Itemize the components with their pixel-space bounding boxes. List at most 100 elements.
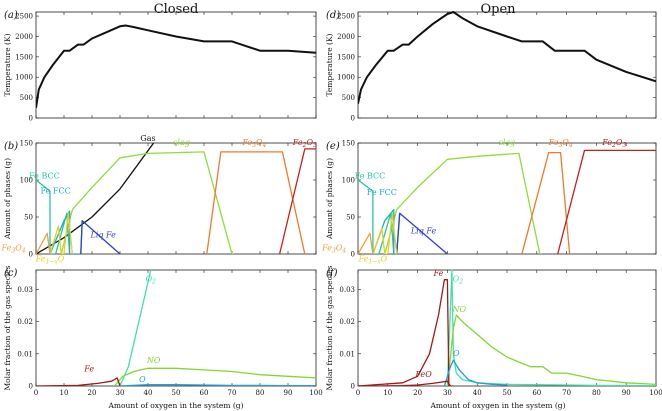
panel-a: 0 500 1000 1500 2000 2500 Temperature (K) (a) xyxy=(3,10,317,123)
annotation-slag: slag xyxy=(173,138,190,147)
series-line-fe1-xo xyxy=(49,212,74,254)
panel-letter: (b) xyxy=(4,141,18,152)
col-title-open: Open xyxy=(480,2,516,17)
y-tick-label: 0 xyxy=(29,115,33,123)
title-closed: Closed xyxy=(154,2,199,17)
y-tick-label: 0.01 xyxy=(339,350,355,358)
series-group xyxy=(36,269,316,386)
y-tick-label: 1000 xyxy=(15,74,33,82)
series-line-o2 xyxy=(119,269,152,386)
series-line-feo xyxy=(358,380,451,386)
x-tick-label: 90 xyxy=(622,389,631,397)
annotation-feo: FeO xyxy=(414,370,432,379)
y-tick-label: 0 xyxy=(351,383,355,391)
panel-c: 0 10 20 30 40 50 60 70 80 90 100 0 0.01 0.02 0.03 Molar… xyxy=(3,265,323,397)
y-tick-label: 1500 xyxy=(337,53,355,61)
panel-b: 0 50 100 150 Amount of phases (g) (b) Gas slag F… xyxy=(1,134,317,266)
annotation-fe3o4: Fe3O4 xyxy=(241,138,266,149)
y-tick-label: 1000 xyxy=(337,74,355,82)
annotation-fe3o4: Fe3O4 xyxy=(321,243,346,254)
annotation-fe-fcc: Fe FCC xyxy=(367,188,397,197)
x-tick-label: 0 xyxy=(34,389,38,397)
y-tick-label: 100 xyxy=(342,177,355,185)
annotation-no: NO xyxy=(452,305,467,314)
x-axis-label-closed: Amount of oxygen in the system (g) xyxy=(107,401,243,410)
series-line-o xyxy=(119,384,316,386)
annotation-fe: Fe xyxy=(83,365,94,374)
series-line-fe3o4 xyxy=(206,151,306,254)
series-line-fe xyxy=(36,377,126,386)
y-tick-label: 0.03 xyxy=(339,286,355,294)
x-tick-label: 90 xyxy=(284,389,293,397)
series-line-fe1-xo xyxy=(372,212,398,254)
annotation-fe-bcc: Fe BCC xyxy=(355,172,386,181)
y-axis-label: Amount of phases (g) xyxy=(325,158,334,240)
y-tick-label: 2500 xyxy=(15,13,33,21)
annotation-fe1-xo: Fe1−xO xyxy=(358,254,388,265)
annotation-o: O xyxy=(139,375,146,384)
x-tick-label: 10 xyxy=(383,389,392,397)
y-tick-label: 0 xyxy=(29,383,33,391)
series-group xyxy=(358,149,656,254)
y-axis-label: Amount of phases (g) xyxy=(3,158,12,240)
series-line-o2 xyxy=(446,269,656,386)
panel-e: 0 50 100 150 Amount of phases (g) (e) slag Fe3O… xyxy=(321,138,657,265)
y-tick-label: 150 xyxy=(342,140,355,148)
y-tick-label: 0.01 xyxy=(17,350,33,358)
x-tick-label: 50 xyxy=(172,389,181,397)
y-tick-label: 0 xyxy=(351,251,355,259)
panel-letter: (e) xyxy=(326,141,340,152)
y-tick-label: 1500 xyxy=(15,53,33,61)
series-line-slag xyxy=(60,151,234,254)
x-tick-label: 20 xyxy=(413,389,422,397)
y-tick-label: 0.02 xyxy=(17,318,33,326)
axes-frame xyxy=(35,142,317,255)
series-line-fe2o3 xyxy=(557,149,656,254)
y-tick-label: 0 xyxy=(351,115,355,123)
series-line-liq-fe xyxy=(396,212,448,254)
x-tick-label: 50 xyxy=(503,389,512,397)
annotation-fe3o4: Fe3O4 xyxy=(548,138,573,149)
annotation-fe1-xo: Fe1−xO xyxy=(35,254,65,265)
axes-frame xyxy=(357,142,657,255)
series-line-fe3o4-low xyxy=(358,232,374,254)
annotation-o2: O2 xyxy=(453,274,464,285)
x-tick-label: 100 xyxy=(649,389,662,397)
annotation-fe3o4: Fe3O4 xyxy=(1,243,26,254)
x-tick-label: 20 xyxy=(88,389,97,397)
axes-frame xyxy=(357,269,657,387)
y-tick-label: 50 xyxy=(24,214,33,222)
x-tick-label: 70 xyxy=(228,389,237,397)
y-tick-label: 150 xyxy=(20,140,33,148)
panel-letter: (f) xyxy=(326,268,338,279)
x-tick-label: 80 xyxy=(592,389,601,397)
col-title-closed: Closed xyxy=(154,2,199,17)
series-group xyxy=(358,11,656,104)
x-tick-label: 60 xyxy=(532,389,541,397)
panel-letter: (d) xyxy=(326,10,340,21)
series-line-temperature xyxy=(36,24,316,108)
y-axis-label: Temperature (K) xyxy=(325,33,334,96)
x-tick-label: 40 xyxy=(473,389,482,397)
annotation-slag: slag xyxy=(499,138,516,147)
series-line-o xyxy=(443,359,508,386)
panel-letter: (c) xyxy=(4,268,18,279)
axes-frame xyxy=(35,11,317,119)
series-line-liq-fe xyxy=(80,220,121,254)
series-line-fe2o3 xyxy=(278,148,316,254)
y-axis-label: Temperature (K) xyxy=(3,33,12,96)
x-tick-label: 0 xyxy=(356,389,360,397)
y-tick-label: 0.03 xyxy=(17,286,33,294)
series-line-no xyxy=(446,314,656,386)
x-tick-label: 60 xyxy=(200,389,209,397)
x-tick-label: 40 xyxy=(144,389,153,397)
series-line-no xyxy=(113,367,316,386)
y-axis-label: Molar fraction of the gas species xyxy=(325,265,334,390)
y-tick-label: 50 xyxy=(346,214,355,222)
annotation-no: NO xyxy=(146,356,161,365)
series-line-fe xyxy=(358,279,454,386)
y-tick-label: 0 xyxy=(29,251,33,259)
y-tick-label: 500 xyxy=(342,94,355,102)
